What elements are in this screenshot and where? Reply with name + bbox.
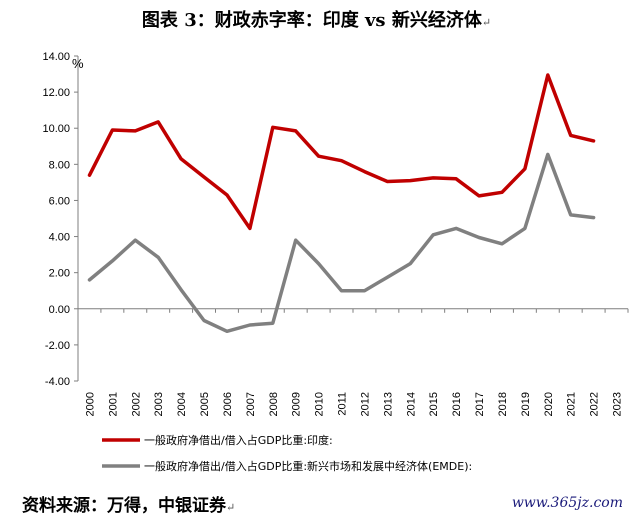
x-tick-label: 2014	[405, 392, 417, 416]
x-tick-label: 2017	[474, 392, 486, 416]
chart-legend: 一般政府净借出/借入占GDP比重:印度: 一般政府净借出/借入占GDP比重:新兴市…	[102, 433, 472, 473]
series-line-1	[87, 73, 596, 231]
chart-title: 图表 3：财政赤字率：印度 vs 新兴经济体↵	[141, 10, 492, 31]
x-tick-label: 2011	[337, 392, 349, 416]
x-tick-label: 2023	[612, 392, 624, 416]
source-note: 资料来源：万得，中银证券↵	[22, 496, 236, 516]
x-tick-label: 2010	[314, 392, 326, 416]
x-tick-label: 2020	[543, 392, 555, 416]
x-tick-label: 2013	[382, 392, 394, 416]
y-tick-label: 4.00	[49, 232, 70, 244]
y-tick-label: 12.00	[42, 87, 70, 99]
paragraph-mark: ↵	[226, 501, 236, 514]
line-chart: -4.00 -2.00 0.00 2.00 4.00 6.00 8.00 10.00 12.00…	[42, 51, 629, 473]
x-tick-label: 2000	[84, 392, 96, 416]
x-tick-label: 2007	[245, 392, 257, 416]
x-tick-label: 2018	[497, 392, 509, 416]
x-tick-label: 2008	[268, 392, 280, 416]
y-tick-label: 6.00	[49, 195, 70, 207]
y-tick-label: 2.00	[49, 268, 70, 280]
x-tick-label: 2016	[451, 392, 463, 416]
x-tick-label: 2021	[566, 392, 578, 416]
x-tick-label: 2002	[130, 392, 142, 416]
paragraph-mark: ↵	[481, 16, 492, 29]
y-tick-label: -2.00	[45, 340, 70, 352]
legend-label: 一般政府净借出/借入占GDP比重:新兴市场和发展中经济体(EMDE):	[144, 459, 472, 473]
y-tick-label: 0.00	[49, 304, 70, 316]
legend-label: 一般政府净借出/借入占GDP比重:印度:	[144, 433, 333, 447]
x-tick-label: 2003	[153, 392, 165, 416]
x-tick-label: 2019	[520, 392, 532, 416]
x-tick-label: 2005	[199, 392, 211, 416]
y-tick-label: 14.00	[42, 51, 70, 63]
x-tick-label: 2009	[291, 392, 303, 416]
watermark-text: www.365jz.com	[511, 495, 623, 511]
y-tick-label: -4.00	[45, 376, 70, 388]
x-tick-label: 2006	[222, 392, 234, 416]
y-tick-label: 10.00	[42, 123, 70, 135]
x-tick-label: 2015	[428, 392, 440, 416]
y-axis-unit-label: %	[72, 56, 84, 71]
x-tick-label: 2004	[176, 392, 188, 416]
x-tick-label: 2022	[589, 392, 601, 416]
x-tick-label: 2001	[107, 392, 119, 416]
series-line-2	[87, 152, 596, 334]
y-tick-label: 8.00	[49, 159, 70, 171]
chart-series	[87, 73, 596, 334]
x-tick-label: 2012	[359, 392, 371, 416]
chart-axes: -4.00 -2.00 0.00 2.00 4.00 6.00 8.00 10.00 12.00…	[42, 51, 629, 416]
